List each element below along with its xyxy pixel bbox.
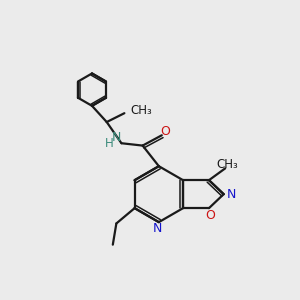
Text: N: N [226, 188, 236, 201]
Text: O: O [160, 125, 170, 138]
Text: CH₃: CH₃ [217, 158, 238, 171]
Text: CH₃: CH₃ [131, 104, 153, 117]
Text: N: N [153, 222, 162, 235]
Text: H: H [105, 137, 113, 150]
Text: O: O [206, 209, 215, 222]
Text: N: N [112, 131, 121, 144]
